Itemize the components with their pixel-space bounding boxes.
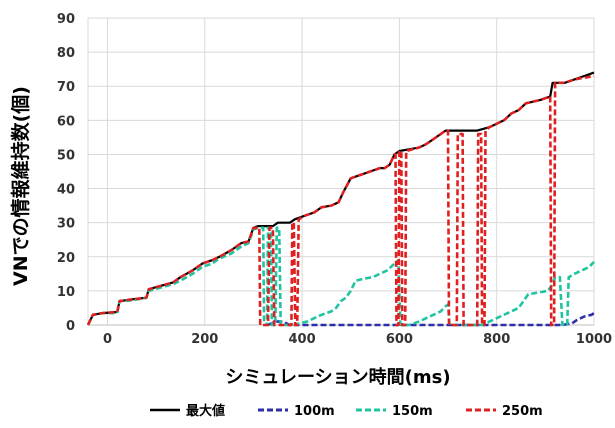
y-axis-ticks: 0 10 20 30 40 50 60 70 80 90 (57, 12, 75, 334)
y-axis-title: VNでの情報維持数(個) (9, 86, 32, 286)
y-tick-label: 90 (57, 12, 75, 27)
x-tick-label: 1000 (576, 332, 612, 347)
x-tick-label: 200 (191, 332, 218, 347)
y-tick-label: 50 (57, 148, 75, 163)
y-tick-label: 40 (57, 183, 75, 198)
x-tick-label: 400 (289, 332, 316, 347)
y-tick-label: 70 (57, 80, 75, 95)
x-tick-label: 0 (103, 332, 112, 347)
legend: 最大値 100m 150m 250m (150, 403, 543, 419)
legend-label-3: 250m (502, 404, 543, 419)
legend-label-1: 100m (294, 404, 335, 419)
series-lines (86, 71, 595, 327)
series-line-2 (86, 226, 595, 327)
y-tick-label: 0 (66, 319, 75, 334)
x-axis-ticks: 0 200 400 600 800 1000 (103, 332, 612, 347)
x-axis-title: シミュレーション時間(ms) (225, 367, 450, 388)
x-tick-label: 600 (386, 332, 413, 347)
plot-frame (87, 17, 595, 326)
legend-label-0: 最大値 (186, 403, 225, 419)
series-line-3 (86, 74, 595, 327)
y-tick-label: 60 (57, 114, 75, 129)
grid-lines (87, 17, 595, 326)
x-tick-label: 800 (483, 332, 510, 347)
y-tick-label: 80 (57, 46, 75, 61)
y-tick-label: 20 (57, 251, 75, 266)
y-tick-label: 30 (57, 217, 75, 232)
legend-label-2: 150m (392, 404, 433, 419)
y-tick-label: 10 (57, 285, 75, 300)
